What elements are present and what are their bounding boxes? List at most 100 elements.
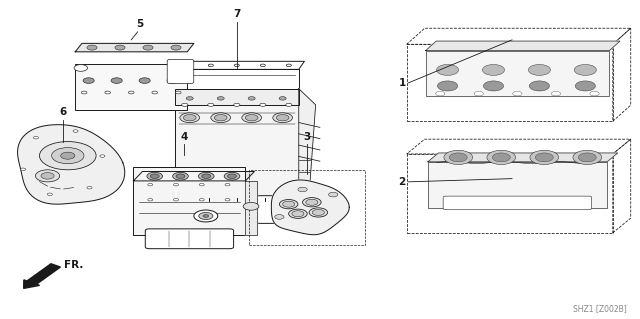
Bar (76, 64, 187, 110)
Circle shape (535, 153, 553, 162)
Circle shape (298, 187, 307, 192)
Circle shape (303, 198, 321, 207)
Circle shape (574, 64, 596, 75)
Circle shape (225, 198, 230, 201)
Circle shape (474, 91, 483, 96)
Circle shape (186, 97, 193, 100)
FancyArrow shape (24, 264, 60, 288)
Circle shape (167, 78, 178, 83)
Circle shape (579, 153, 596, 162)
Circle shape (211, 113, 230, 122)
Circle shape (260, 103, 266, 106)
Circle shape (283, 201, 294, 207)
Circle shape (40, 142, 96, 170)
Polygon shape (175, 61, 305, 70)
Circle shape (289, 209, 307, 219)
Circle shape (530, 150, 559, 165)
Circle shape (150, 174, 159, 178)
Bar (249, 170, 365, 245)
Circle shape (143, 45, 153, 50)
Circle shape (214, 115, 227, 121)
Text: 1: 1 (399, 78, 406, 88)
Circle shape (279, 97, 286, 100)
Circle shape (148, 183, 153, 186)
Text: 3: 3 (303, 132, 311, 142)
Circle shape (280, 200, 298, 209)
Circle shape (182, 103, 188, 106)
Circle shape (105, 91, 111, 94)
Circle shape (33, 137, 38, 139)
Text: 6: 6 (59, 108, 67, 117)
Circle shape (180, 113, 200, 122)
Circle shape (41, 173, 54, 179)
Circle shape (81, 91, 87, 94)
Circle shape (208, 103, 214, 106)
Text: 5: 5 (136, 19, 143, 29)
Circle shape (83, 78, 94, 83)
Circle shape (198, 172, 214, 180)
Circle shape (173, 198, 179, 201)
Circle shape (175, 91, 181, 94)
Circle shape (152, 91, 157, 94)
Text: 2: 2 (399, 177, 406, 187)
Polygon shape (271, 180, 349, 235)
Circle shape (573, 150, 602, 165)
Circle shape (243, 203, 259, 210)
Circle shape (199, 212, 213, 219)
Text: SHZ1 [Z002B]: SHZ1 [Z002B] (573, 304, 627, 313)
Circle shape (61, 152, 75, 159)
Circle shape (194, 210, 218, 222)
Circle shape (292, 211, 304, 217)
Polygon shape (17, 125, 125, 204)
Bar (175, 89, 299, 202)
Bar (428, 162, 607, 208)
Polygon shape (245, 181, 257, 234)
Text: 4: 4 (180, 132, 188, 142)
Circle shape (182, 64, 188, 67)
Circle shape (52, 148, 84, 164)
Circle shape (184, 115, 196, 121)
FancyBboxPatch shape (145, 229, 234, 249)
Circle shape (148, 198, 153, 201)
Circle shape (436, 91, 445, 96)
Circle shape (171, 45, 181, 50)
FancyBboxPatch shape (185, 196, 289, 223)
FancyBboxPatch shape (167, 59, 194, 84)
Circle shape (87, 186, 92, 189)
Polygon shape (134, 172, 254, 181)
Circle shape (203, 215, 209, 217)
Bar (175, 70, 299, 89)
Circle shape (115, 45, 125, 50)
Circle shape (129, 91, 134, 94)
Circle shape (202, 174, 211, 178)
Circle shape (483, 64, 504, 75)
Circle shape (483, 81, 504, 91)
Circle shape (208, 64, 213, 67)
Circle shape (225, 183, 230, 186)
Circle shape (139, 78, 150, 83)
Circle shape (35, 170, 60, 182)
Circle shape (306, 199, 318, 205)
Circle shape (242, 113, 262, 122)
Circle shape (20, 168, 26, 171)
Circle shape (248, 97, 255, 100)
Circle shape (87, 45, 97, 50)
Text: FR.: FR. (64, 260, 83, 270)
Polygon shape (426, 41, 620, 51)
Circle shape (487, 150, 516, 165)
Bar (175, 89, 299, 105)
Circle shape (328, 192, 338, 197)
Circle shape (245, 115, 258, 121)
Circle shape (529, 81, 550, 91)
Circle shape (309, 208, 328, 217)
Circle shape (74, 64, 88, 71)
Circle shape (449, 153, 467, 162)
Text: 7: 7 (233, 9, 241, 19)
Circle shape (176, 174, 185, 178)
Circle shape (73, 130, 78, 132)
Circle shape (199, 183, 204, 186)
Circle shape (273, 113, 292, 122)
Circle shape (173, 172, 188, 180)
Circle shape (276, 115, 289, 121)
Circle shape (275, 215, 284, 219)
